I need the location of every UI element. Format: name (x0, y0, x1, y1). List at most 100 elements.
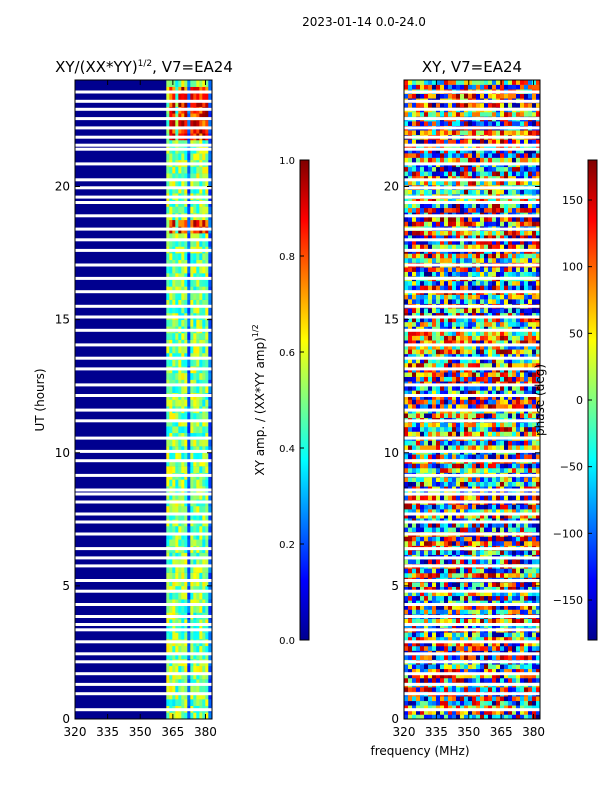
heatmap-cell (500, 335, 505, 341)
heatmap-cell (428, 358, 433, 364)
heatmap-cell (528, 709, 533, 715)
heatmap-cell (193, 585, 197, 593)
heatmap-cell (524, 655, 529, 660)
heatmap-cell (187, 206, 191, 214)
heatmap-cell (420, 513, 425, 519)
heatmap-cell (416, 527, 421, 533)
heatmap-cell (178, 299, 182, 307)
heatmap-cell (169, 239, 173, 247)
heatmap-cell (172, 572, 176, 580)
heatmap-cell (424, 527, 429, 533)
heatmap-cell (193, 506, 197, 513)
heatmap-cell (512, 509, 517, 514)
heatmap-cell (187, 119, 191, 127)
heatmap-cell (196, 459, 200, 467)
heatmap-cell (208, 599, 212, 607)
heatmap-cell (464, 600, 469, 606)
heatmap-cell (536, 445, 540, 450)
heatmap-cell (488, 664, 493, 670)
flagged-row (75, 564, 212, 568)
heatmap-cell (202, 459, 206, 467)
heatmap-cell (528, 595, 533, 601)
heatmap-cell (472, 440, 477, 446)
heatmap-cell (408, 431, 413, 437)
heatmap-cell (512, 349, 517, 355)
heatmap-cell (208, 565, 212, 573)
heatmap-cell (184, 619, 188, 627)
heatmap-cell (436, 673, 441, 679)
heatmap-cell (175, 339, 179, 347)
heatmap-cell (456, 271, 461, 277)
heatmap-cell (472, 404, 477, 409)
heatmap-cell (484, 646, 489, 651)
heatmap-cell (199, 645, 203, 653)
heatmap-cell (504, 595, 509, 601)
heatmap-cell (508, 595, 513, 601)
heatmap-cell (460, 426, 465, 432)
heatmap-cell (199, 173, 203, 181)
heatmap-cell (532, 463, 537, 469)
heatmap-cell (456, 349, 461, 355)
heatmap-cell (416, 331, 421, 336)
heatmap-cell (472, 308, 477, 314)
heatmap-cell (187, 452, 191, 460)
heatmap-cell (428, 509, 433, 514)
heatmap-cell (412, 481, 417, 487)
heatmap-cell (424, 609, 429, 615)
heatmap-cell (452, 668, 457, 674)
heatmap-cell (187, 299, 191, 307)
heatmap-cell (196, 412, 200, 420)
heatmap-cell (205, 346, 209, 354)
heatmap-cell (193, 139, 197, 147)
heatmap-cell (436, 363, 441, 368)
heatmap-cell (448, 285, 453, 291)
heatmap-cell (169, 592, 173, 600)
heatmap-cell (512, 550, 517, 555)
heatmap-cell (178, 605, 182, 613)
heatmap-cell (428, 431, 433, 437)
heatmap-cell (504, 696, 509, 702)
heatmap-cell (196, 672, 200, 680)
heatmap-cell (412, 495, 417, 501)
heatmap-cell (196, 692, 200, 700)
heatmap-cell (420, 595, 425, 601)
heatmap-cell (205, 126, 209, 134)
heatmap-cell (440, 705, 445, 711)
heatmap-cell (172, 399, 176, 407)
heatmap-cell (166, 432, 170, 440)
heatmap-cell (476, 454, 481, 460)
heatmap-cell (432, 536, 437, 542)
heatmap-cell (476, 632, 481, 638)
heatmap-cell (172, 459, 176, 467)
heatmap-cell (408, 559, 413, 565)
heatmap-cell (190, 293, 194, 300)
heatmap-cell (468, 687, 473, 692)
heatmap-cell (184, 100, 188, 107)
heatmap-cell (492, 468, 497, 473)
heatmap-cell (488, 454, 493, 460)
heatmap-cell (484, 509, 489, 514)
heatmap-cell (456, 440, 461, 446)
heatmap-cell (193, 419, 197, 427)
heatmap-cell (404, 582, 409, 587)
heatmap-cell (196, 153, 200, 161)
heatmap-cell (166, 219, 170, 227)
heatmap-cell (404, 349, 409, 355)
heatmap-cell (464, 568, 469, 574)
heatmap-cell (187, 665, 191, 673)
heatmap-cell (504, 399, 509, 405)
heatmap-cell (432, 404, 437, 409)
heatmap-cell (504, 390, 509, 396)
heatmap-cell (480, 349, 485, 355)
heatmap-cell (476, 285, 481, 291)
heatmap-cell (432, 677, 437, 683)
heatmap-cell (444, 541, 449, 546)
heatmap-cell (452, 280, 457, 286)
heatmap-cell (492, 527, 497, 533)
heatmap-cell (440, 312, 445, 318)
heatmap-cell (416, 267, 421, 272)
heatmap-cell (508, 609, 513, 615)
heatmap-cell (416, 522, 421, 528)
heatmap-cell (175, 599, 179, 607)
heatmap-cell (205, 319, 209, 327)
